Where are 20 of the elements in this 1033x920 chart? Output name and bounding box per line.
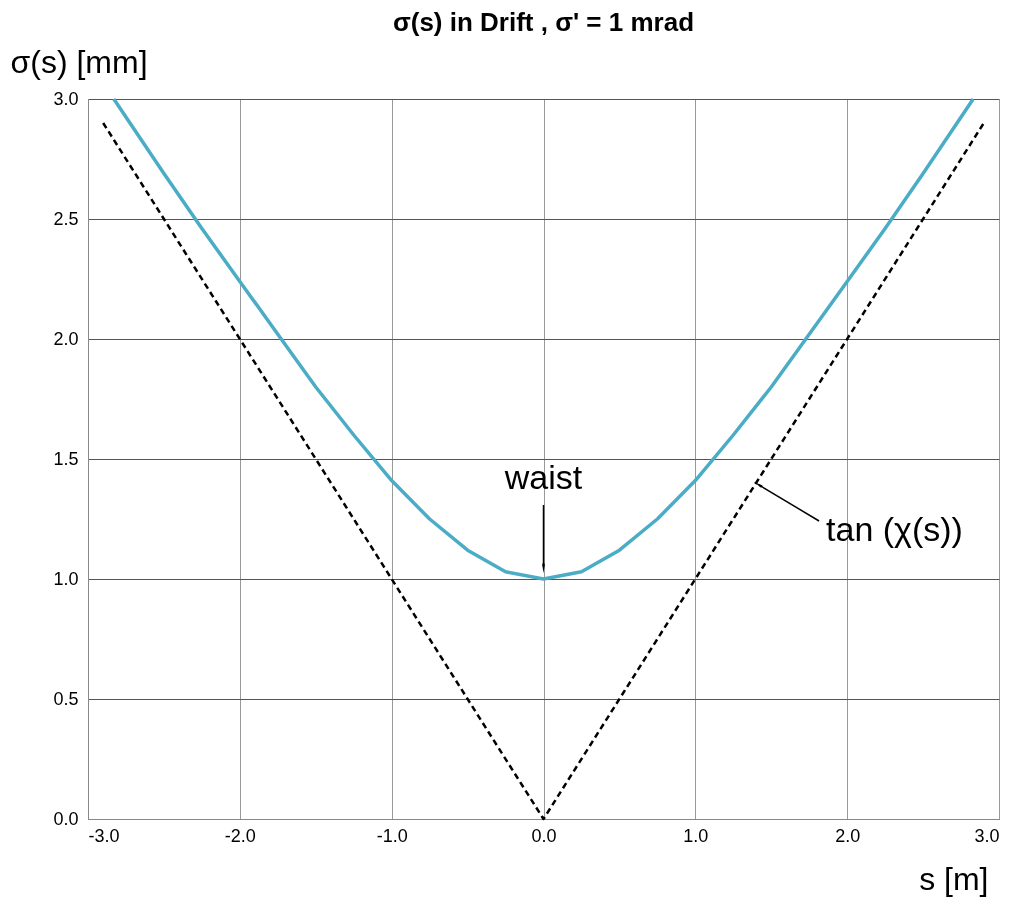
y-tick-label: 2.5 (53, 208, 79, 229)
line-series (112, 97, 975, 581)
y-tick-label: 3.0 (53, 88, 79, 109)
annotation: tan (χ(s)) (826, 510, 963, 548)
x-tick-label: 1.0 (683, 825, 709, 846)
x-tick-label: -3.0 (88, 825, 120, 846)
y-tick-label: 2.0 (53, 328, 79, 349)
x-axis-title: s [m] (919, 860, 989, 897)
y-tick-label: 1.5 (53, 448, 79, 469)
x-tick-label: -1.0 (376, 825, 408, 846)
y-tick-label: 1.0 (53, 568, 79, 589)
x-tick-label: 2.0 (835, 825, 861, 846)
y-tick-label: 0.0 (53, 808, 79, 829)
y-tick-label: 0.5 (53, 688, 79, 709)
annotation: waist (503, 458, 583, 496)
y-axis-title: σ(s) [mm] (10, 43, 148, 80)
x-tick-label: -2.0 (224, 825, 256, 846)
chart-title: σ(s) in Drift , σ' = 1 mrad (392, 7, 695, 37)
x-tick-label: 0.0 (531, 825, 557, 846)
x-tick-label: 3.0 (974, 825, 1000, 846)
